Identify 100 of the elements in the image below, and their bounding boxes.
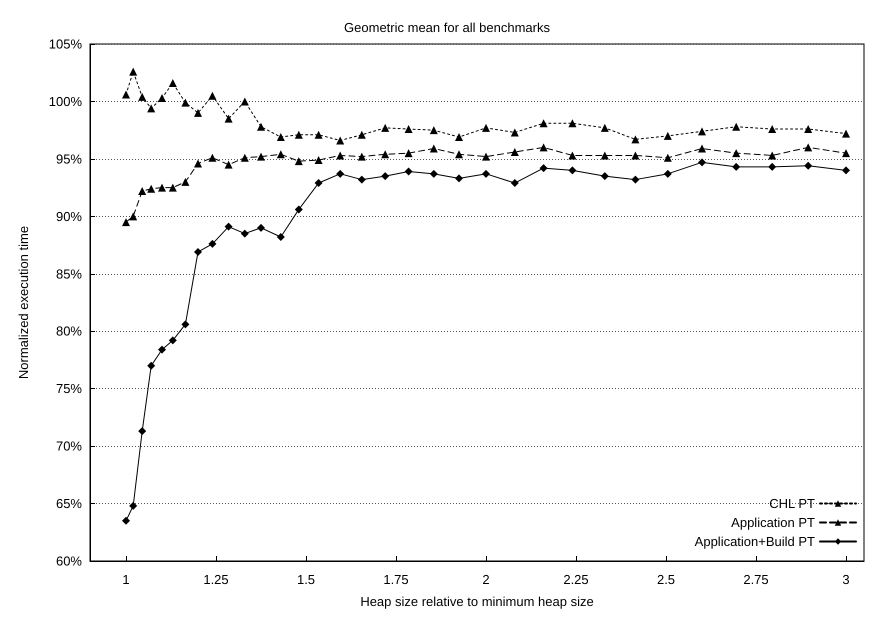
point [631, 151, 640, 160]
y-tick-label: 60% [56, 554, 82, 568]
y-tick-label: 105% [48, 36, 82, 52]
y-tick-label: 90% [56, 208, 82, 224]
point [600, 151, 609, 160]
point [158, 184, 166, 192]
x-tick-label: 1.5 [296, 572, 316, 587]
point [194, 159, 202, 168]
point [138, 427, 146, 436]
point [768, 162, 776, 171]
legend-label: CHL PT [769, 496, 816, 511]
point [568, 119, 576, 128]
y-tick-label: 85% [56, 266, 82, 282]
y-tick-label: 80% [56, 324, 82, 339]
point [510, 128, 519, 136]
point [455, 174, 463, 182]
point [122, 218, 130, 226]
point [600, 124, 609, 132]
point [181, 320, 190, 328]
point [294, 130, 303, 139]
point [336, 136, 344, 145]
point [129, 68, 138, 76]
point [631, 176, 640, 184]
point [568, 166, 576, 174]
point [455, 133, 463, 142]
point [122, 516, 130, 525]
point [482, 152, 490, 161]
point [168, 184, 177, 192]
point [129, 502, 138, 510]
legend-label: Application+Build PT [694, 534, 816, 549]
point [732, 122, 740, 131]
point [336, 151, 344, 160]
point [804, 125, 812, 134]
point [664, 132, 672, 140]
point [240, 97, 249, 106]
point [181, 98, 190, 107]
point [224, 114, 233, 123]
point [842, 166, 850, 174]
point [404, 168, 413, 176]
point [732, 149, 740, 158]
point [257, 122, 265, 131]
y-tick-label: 95% [56, 151, 82, 166]
point [224, 222, 233, 231]
point [510, 148, 519, 156]
point [358, 152, 366, 161]
point [181, 178, 190, 186]
point [482, 124, 490, 132]
point [147, 362, 156, 370]
point [540, 164, 548, 172]
point [358, 176, 366, 184]
point [122, 90, 130, 99]
point [208, 240, 216, 248]
point [257, 152, 265, 161]
point [804, 143, 812, 152]
y-tick-label: 75% [56, 381, 82, 396]
point [147, 104, 156, 112]
point [664, 170, 672, 178]
point [568, 151, 576, 160]
x-tick-label: 2.25 [563, 572, 589, 587]
x-tick-label: 2 [482, 572, 490, 587]
point [240, 230, 249, 238]
point [381, 150, 390, 158]
point [631, 135, 640, 144]
point [664, 154, 672, 162]
point [540, 119, 548, 128]
chart-title: Geometric mean for all benchmarks [344, 20, 550, 35]
point [510, 179, 519, 188]
point [276, 133, 285, 142]
y-tick-label: 65% [56, 496, 82, 512]
point [540, 143, 548, 152]
legend-label: Application PT [731, 515, 816, 530]
x-axis-title: Heap size relative to minimum heap size [360, 594, 594, 609]
point [768, 151, 776, 160]
point [294, 157, 303, 166]
point [257, 224, 265, 232]
point [208, 154, 216, 162]
point [224, 160, 233, 169]
x-tick-label: 2.5 [656, 572, 676, 587]
point [336, 170, 344, 178]
point [294, 205, 303, 214]
point [314, 130, 323, 139]
point [600, 172, 609, 180]
point [314, 179, 323, 188]
point [482, 170, 490, 178]
point [698, 158, 706, 166]
x-tick-label: 1.25 [203, 572, 229, 587]
point [842, 130, 850, 138]
point [240, 154, 249, 162]
point [129, 212, 138, 220]
point [381, 124, 390, 132]
point [147, 184, 156, 193]
x-tick-label: 1 [122, 572, 130, 587]
point [455, 150, 463, 158]
point [168, 336, 177, 344]
x-tick-label: 1.75 [383, 572, 409, 587]
point [804, 162, 812, 170]
point [430, 144, 438, 153]
point [168, 79, 177, 88]
point [158, 346, 166, 354]
point [208, 92, 216, 100]
